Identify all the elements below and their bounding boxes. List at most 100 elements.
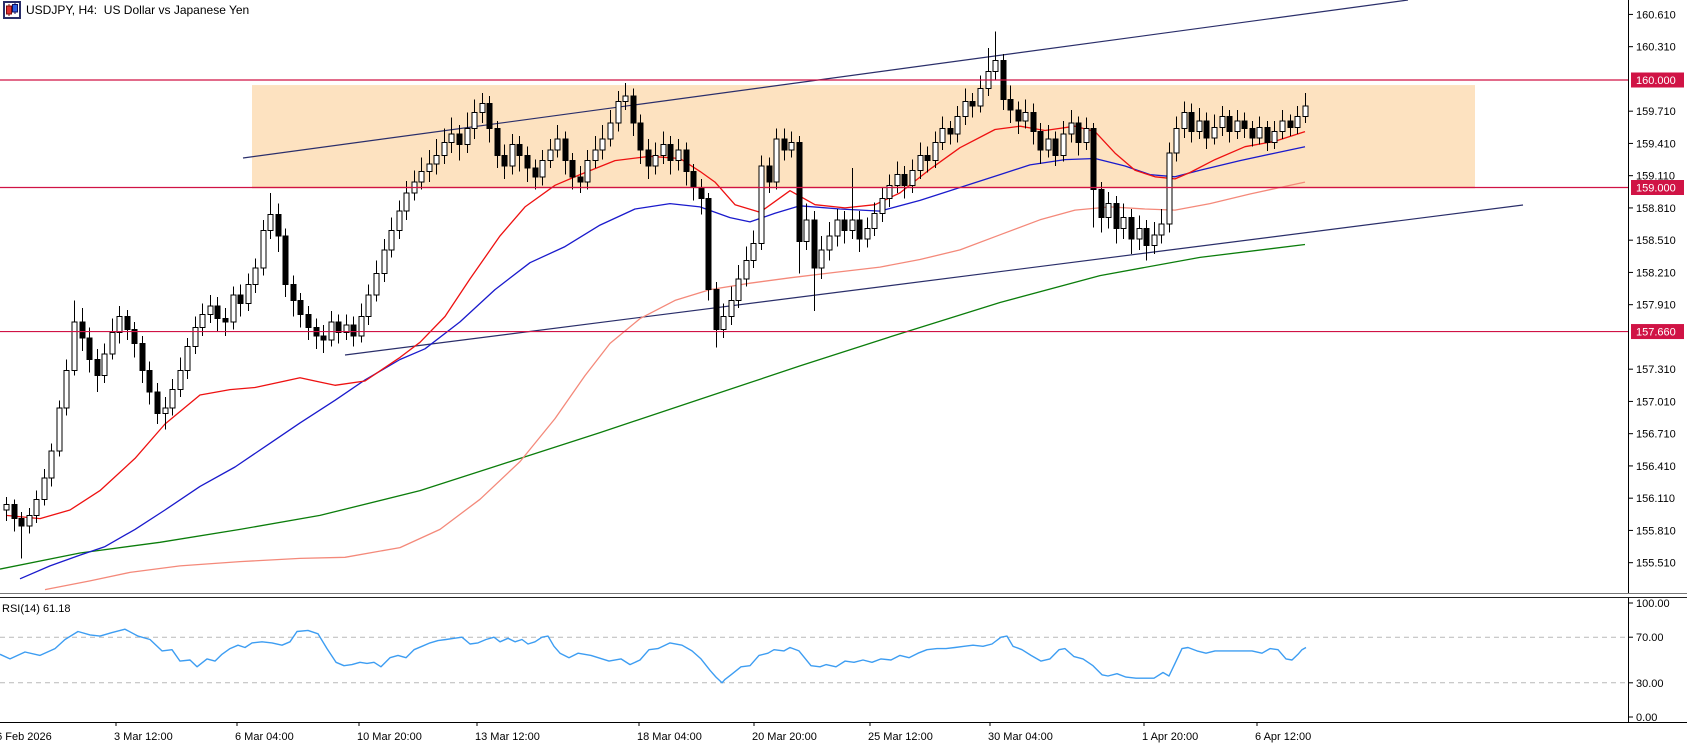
candle (131, 328, 138, 344)
candle (1105, 203, 1112, 219)
time-axis: 26 Feb 2026 3 Mar 12:00 6 Mar 04:00 10 Mar … (0, 722, 1687, 743)
candle (1264, 126, 1271, 143)
candle (1241, 120, 1248, 129)
rsi-tick-label: 100.00 (1636, 598, 1670, 610)
candle (146, 369, 153, 393)
candle (728, 299, 735, 317)
candle (1256, 126, 1263, 139)
candle (335, 321, 342, 334)
candle (1128, 217, 1135, 240)
price-tick-label: 159.110 (1636, 171, 1675, 183)
rsi-tick-label: 30.00 (1636, 678, 1664, 690)
candle (154, 391, 161, 414)
candle (26, 514, 33, 527)
candle (1030, 111, 1037, 133)
candle (766, 165, 773, 183)
candle (826, 235, 833, 251)
candle (1166, 152, 1173, 225)
candle (524, 154, 531, 169)
candle (207, 305, 214, 315)
candle (494, 127, 501, 156)
candle (230, 294, 237, 323)
time-tick-label: 30 Mar 04:00 (988, 731, 1053, 743)
candle (1279, 120, 1286, 133)
candle (501, 154, 508, 167)
main-price-pane[interactable] (0, 0, 1628, 591)
candle (3, 504, 10, 511)
candle (599, 138, 606, 151)
candle (418, 170, 425, 183)
candle (818, 249, 825, 269)
candle (886, 184, 893, 199)
upper-channel-trendline[interactable] (242, 0, 1409, 159)
rsi-tick-label: 0.00 (1636, 712, 1657, 724)
candle (856, 219, 863, 240)
candle (849, 219, 856, 231)
candle (199, 313, 206, 328)
candle (471, 111, 478, 129)
candle (954, 116, 961, 135)
candle (894, 174, 901, 186)
candle (750, 242, 757, 262)
candle (1045, 138, 1052, 151)
candle (864, 227, 871, 240)
price-tick-label: 157.910 (1636, 300, 1676, 312)
candle (947, 127, 954, 135)
candle (1181, 111, 1188, 129)
candle (992, 60, 999, 72)
candle (969, 101, 976, 107)
time-tick-label: 25 Mar 12:00 (868, 731, 933, 743)
candle (924, 154, 931, 162)
candle (698, 187, 705, 199)
candle (1098, 189, 1105, 219)
candle (720, 316, 727, 330)
candle (1158, 223, 1165, 236)
candle (660, 144, 667, 156)
candle (1083, 127, 1090, 143)
rsi-indicator-pane[interactable] (0, 628, 1628, 684)
candle (509, 144, 516, 167)
supply-zone-rectangle[interactable] (252, 85, 1475, 188)
rsi-tick-label: 70.00 (1636, 632, 1664, 644)
candle (245, 283, 252, 305)
price-tick-label: 158.210 (1636, 267, 1676, 279)
candle (1219, 116, 1226, 128)
candle (282, 235, 289, 285)
price-tick-label: 158.510 (1636, 235, 1676, 247)
candle (1113, 203, 1120, 229)
candle (1052, 138, 1059, 156)
candle (630, 95, 637, 124)
candle (116, 316, 123, 334)
lower-channel-trendline[interactable] (344, 204, 1524, 356)
candle (516, 144, 523, 156)
candle (433, 154, 440, 165)
candle (652, 154, 659, 167)
candle (1007, 98, 1014, 111)
price-tick-label: 160.610 (1636, 9, 1676, 21)
candle (939, 127, 946, 143)
candle (33, 498, 40, 516)
candle (811, 219, 818, 269)
candle (63, 369, 70, 409)
price-tick-label: 155.810 (1636, 525, 1676, 537)
candle (86, 337, 93, 360)
price-level-badge-label: 159.000 (1636, 183, 1676, 195)
candles (3, 31, 1309, 559)
time-tick-label: 1 Apr 20:00 (1142, 731, 1198, 743)
candle (1151, 234, 1158, 247)
candle (637, 122, 644, 151)
candle (667, 144, 674, 162)
price-tick-label: 157.310 (1636, 364, 1676, 376)
rsi-axis: 100.00 70.00 30.00 0.00 (1628, 598, 1670, 724)
candle (456, 133, 463, 145)
candle (388, 230, 395, 251)
candle (584, 160, 591, 183)
price-tick-label: 159.710 (1636, 106, 1676, 118)
candle (690, 170, 697, 188)
candle (1068, 122, 1075, 135)
candle (788, 141, 795, 151)
candle (743, 260, 750, 280)
candle (1234, 120, 1241, 133)
